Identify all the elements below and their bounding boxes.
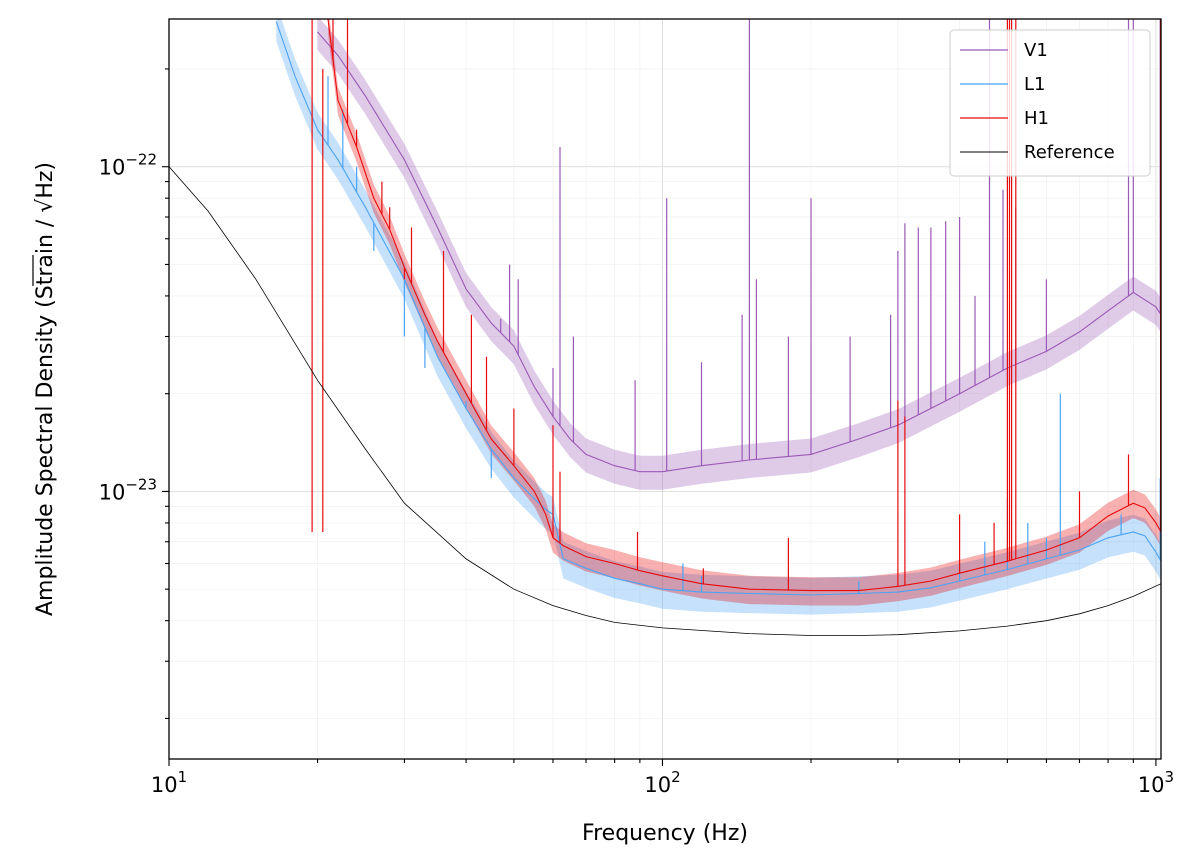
series-h1: [327, 19, 1161, 592]
axis-ticks: 101 102 103 10−22 10−23: [99, 68, 1174, 797]
band-v1: [317, 19, 1161, 490]
legend-box: [949, 29, 1151, 177]
plot-frame: [168, 18, 1162, 760]
y-axis-label-suffix: ): [33, 162, 58, 171]
legend: V1 L1 H1 Reference: [949, 29, 1151, 177]
x-axis-label: Frequency (Hz): [582, 821, 748, 846]
band-l1: [276, 19, 1161, 615]
legend-label-l1: L1: [1024, 74, 1045, 95]
legend-label-h1: H1: [1024, 108, 1049, 129]
series-v1: [317, 31, 1161, 473]
series-l1: [275, 21, 1161, 596]
svg-text:Amplitude Spectral Density (St: Amplitude Spectral Density (Strain / √Hz…: [33, 162, 58, 616]
x-tick-label: 101: [151, 768, 187, 797]
y-tick-label: 10−23: [99, 475, 157, 504]
y-axis-label-prefix: Amplitude Spectral Density (Strain /: [33, 213, 58, 616]
sqrt-symbol: √: [33, 198, 58, 213]
band-h1: [328, 19, 1161, 606]
legend-label-reference: Reference: [1024, 142, 1115, 163]
y-axis-label-unit: Hz: [33, 171, 58, 199]
series-reference: [169, 166, 1161, 636]
grid: [168, 19, 1161, 759]
y-axis-label: Amplitude Spectral Density (Strain / √Hz…: [32, 162, 58, 616]
x-tick-label: 102: [644, 768, 680, 797]
x-tick-label: 103: [1138, 768, 1174, 797]
legend-label-v1: V1: [1024, 40, 1048, 61]
y-tick-label: 10−22: [99, 151, 157, 180]
